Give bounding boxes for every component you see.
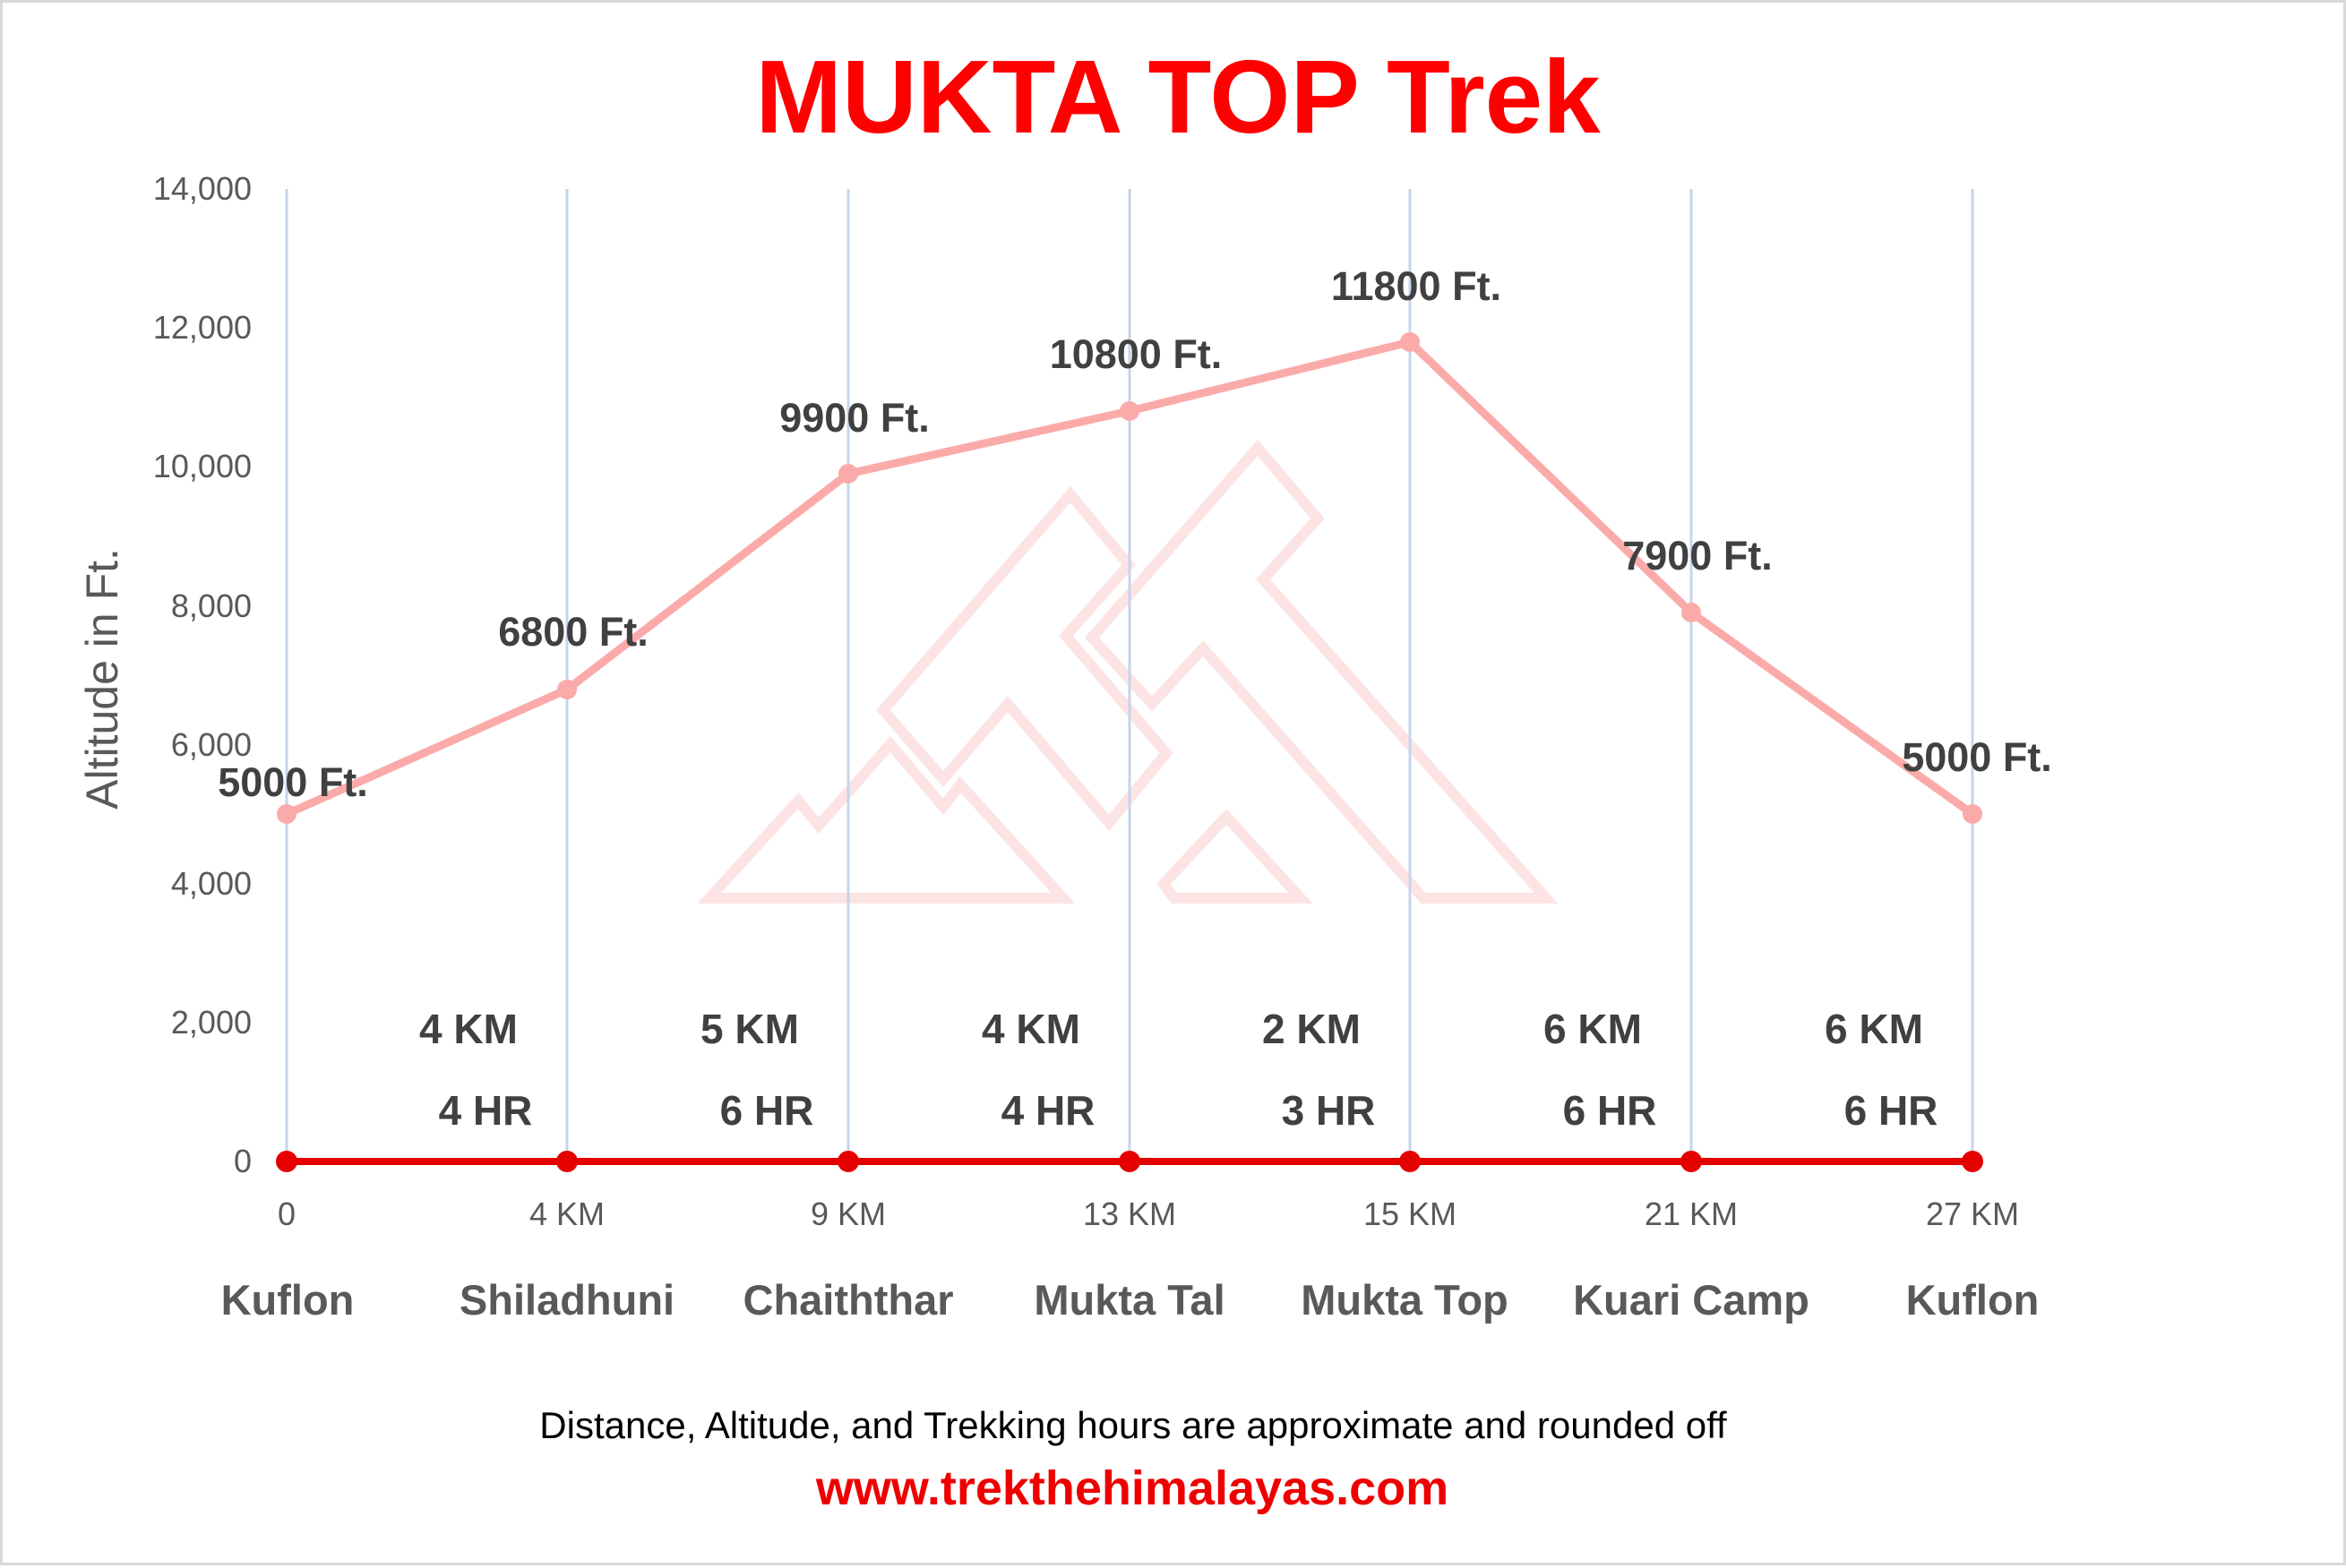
baseline-point[interactable] (1399, 1151, 1421, 1172)
segment-time: 6 HR (1563, 1087, 1657, 1134)
segment-distance: 2 KM (1262, 1006, 1361, 1052)
segment-time: 6 HR (1844, 1087, 1938, 1134)
x-tick-label: 13 KM (1083, 1195, 1176, 1232)
altitude-label: 10800 Ft. (1050, 331, 1223, 377)
y-tick-label: 0 (234, 1143, 252, 1179)
baseline-point[interactable] (1119, 1151, 1140, 1172)
altitude-label: 5000 Ft. (1902, 734, 2052, 780)
station-name: Kuflon (1906, 1276, 2040, 1324)
segment-time: 3 HR (1282, 1087, 1376, 1134)
altitude-point[interactable] (277, 804, 296, 824)
altitude-data-labels: 5000 Ft. 6800 Ft. 9900 Ft. 10800 Ft. 118… (218, 263, 2052, 805)
altitude-label: 7900 Ft. (1622, 533, 1773, 578)
x-tick-label: 4 KM (529, 1195, 605, 1232)
altitude-point[interactable] (1681, 603, 1701, 622)
segment-time: 4 HR (1001, 1087, 1096, 1134)
chart-svg: MUKTA TOP Trek Altitude in Ft. 0 2,000 4… (77, 39, 2052, 1515)
station-names: Kuflon Shiladhuni Chaiththar Mukta Tal M… (221, 1276, 2040, 1324)
baseline-point[interactable] (1962, 1151, 1983, 1172)
x-axis-ticks: 0 4 KM 9 KM 13 KM 15 KM 21 KM 27 KM (278, 1195, 2019, 1232)
station-name: Shiladhuni (460, 1276, 675, 1324)
x-tick-label: 0 (278, 1195, 296, 1232)
website-link[interactable]: www.trekthehimalayas.com (815, 1461, 1448, 1515)
y-tick-label: 14,000 (153, 170, 252, 207)
station-name: Kuari Camp (1573, 1276, 1809, 1324)
y-tick-label: 6,000 (171, 726, 252, 763)
altitude-label: 11800 Ft. (1331, 263, 1501, 309)
baseline-point[interactable] (276, 1151, 297, 1172)
y-tick-label: 4,000 (171, 865, 252, 902)
altitude-point[interactable] (838, 464, 858, 484)
station-name: Kuflon (221, 1276, 355, 1324)
x-tick-label: 15 KM (1363, 1195, 1457, 1232)
x-tick-label: 9 KM (811, 1195, 886, 1232)
station-name: Chaiththar (743, 1276, 954, 1324)
station-name: Mukta Tal (1034, 1276, 1225, 1324)
y-axis-title: Altitude in Ft. (77, 548, 127, 810)
x-tick-label: 21 KM (1645, 1195, 1738, 1232)
y-tick-label: 12,000 (153, 309, 252, 346)
segment-labels: 4 KM 4 HR 5 KM 6 HR 4 KM 4 HR 2 KM 3 HR … (419, 1006, 1938, 1134)
altitude-point[interactable] (1963, 804, 1982, 824)
baseline-series (276, 1151, 1983, 1172)
y-tick-label: 8,000 (171, 587, 252, 624)
footer-note: Distance, Altitude, and Trekking hours a… (539, 1404, 1727, 1446)
segment-distance: 6 KM (1825, 1006, 1923, 1052)
altitude-label: 9900 Ft. (779, 395, 930, 441)
baseline-point[interactable] (1680, 1151, 1702, 1172)
y-tick-label: 10,000 (153, 448, 252, 484)
segment-distance: 5 KM (700, 1006, 799, 1052)
x-tick-label: 27 KM (1926, 1195, 2019, 1232)
altitude-series (277, 332, 1982, 824)
watermark-mountain-logo-icon (697, 439, 1559, 904)
altitude-label: 6800 Ft. (498, 609, 649, 655)
altitude-label: 5000 Ft. (218, 759, 368, 805)
altitude-point[interactable] (557, 680, 577, 699)
chart-title: MUKTA TOP Trek (755, 39, 1601, 155)
segment-distance: 6 KM (1543, 1006, 1642, 1052)
segment-distance: 4 KM (419, 1006, 518, 1052)
segment-time: 4 HR (439, 1087, 533, 1134)
baseline-point[interactable] (838, 1151, 859, 1172)
baseline-point[interactable] (556, 1151, 578, 1172)
y-axis-ticks: 0 2,000 4,000 6,000 8,000 10,000 12,000 … (153, 170, 252, 1179)
station-name: Mukta Top (1301, 1276, 1508, 1324)
segment-distance: 4 KM (982, 1006, 1080, 1052)
y-tick-label: 2,000 (171, 1004, 252, 1041)
altitude-point[interactable] (1120, 401, 1139, 421)
segment-time: 6 HR (720, 1087, 814, 1134)
altitude-point[interactable] (1400, 332, 1420, 352)
